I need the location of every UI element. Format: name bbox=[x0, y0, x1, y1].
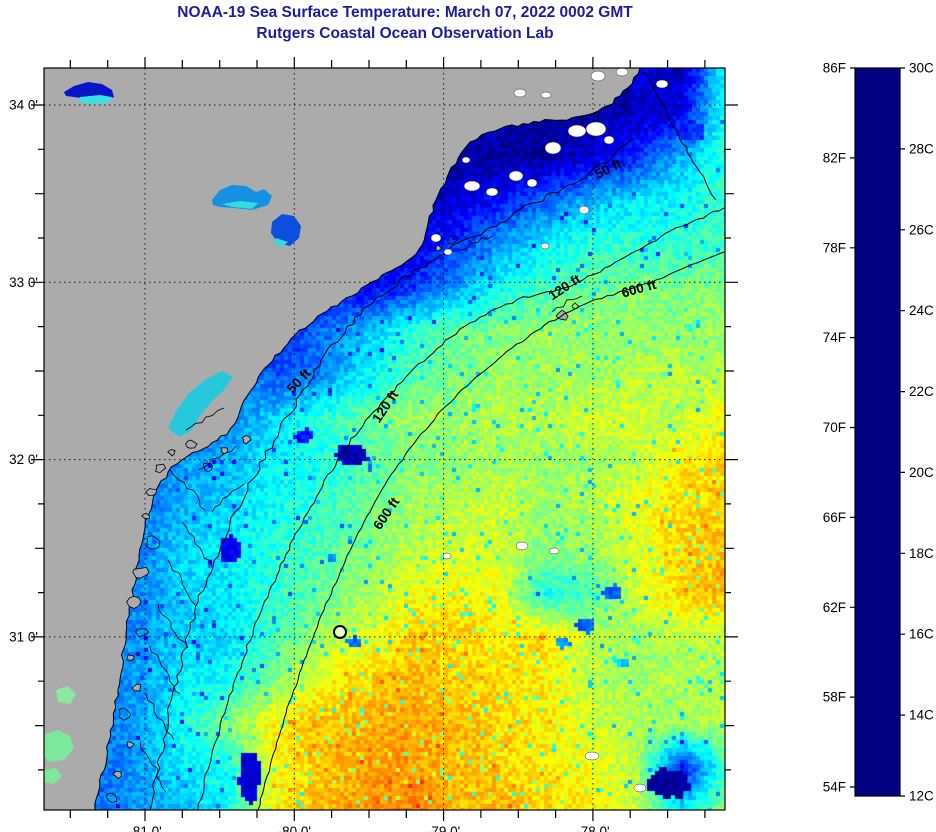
x-axis-labels: -81 0' -80 0' -79 0' -78 0' bbox=[128, 824, 609, 832]
lake-moultrie bbox=[271, 214, 301, 246]
cloud-patch bbox=[633, 783, 647, 793]
colorbar-f-label: 74F bbox=[823, 330, 846, 345]
x-tick-label: -80 0' bbox=[278, 824, 311, 832]
colorbar: 86F 82F 78F 74F 70F 66F 62F 58F 54F 30C 28C 26C 24C 2… bbox=[823, 61, 934, 804]
cloud-patch bbox=[513, 88, 527, 98]
contour-50ft-shoal bbox=[643, 71, 717, 201]
colorbar-ticks bbox=[850, 67, 905, 797]
cloud-patch bbox=[540, 242, 550, 250]
colorbar-c-label: 16C bbox=[909, 627, 934, 642]
cloud-patch bbox=[584, 751, 600, 761]
colorbar-f-label: 78F bbox=[823, 240, 846, 255]
lake-marion-fringe bbox=[222, 201, 258, 209]
colorbar-c-label: 18C bbox=[909, 546, 934, 561]
cloud-patch bbox=[548, 547, 560, 555]
cloud-patch bbox=[508, 170, 524, 182]
inland-water bbox=[44, 82, 301, 784]
x-tick-label: -81 0' bbox=[128, 824, 161, 832]
cloud-patch bbox=[461, 156, 471, 164]
colorbar-c-label: 22C bbox=[909, 384, 934, 399]
title-block: NOAA-19 Sea Surface Temperature: March 0… bbox=[30, 3, 780, 45]
depth-label: 600 ft bbox=[370, 494, 402, 532]
cloud-patch bbox=[603, 135, 615, 145]
cloud-patch bbox=[540, 91, 552, 99]
graticule-gridlines bbox=[44, 68, 725, 810]
depth-label: 50 ft. bbox=[593, 154, 628, 182]
contour-120ft bbox=[197, 207, 725, 811]
cloud-patch bbox=[485, 187, 499, 197]
cloud-patch bbox=[515, 541, 529, 551]
colorbar-c-label: 12C bbox=[909, 789, 934, 804]
land-green-1 bbox=[44, 730, 74, 762]
colorbar-f-label: 62F bbox=[823, 600, 846, 615]
land-green-3 bbox=[44, 768, 62, 784]
cloud-patch bbox=[590, 70, 606, 82]
colorbar-f-label: 82F bbox=[823, 150, 846, 165]
colorbar-c-label: 14C bbox=[909, 708, 934, 723]
cloud-patch bbox=[463, 180, 481, 192]
page-subtitle: Rutgers Coastal Ocean Observation Lab bbox=[256, 24, 554, 42]
cloud-patch bbox=[655, 79, 669, 89]
charleston-estuary bbox=[168, 371, 233, 437]
land-mass bbox=[43, 67, 641, 811]
cloud-patch bbox=[567, 124, 587, 138]
colorbar-c-label: 26C bbox=[909, 222, 934, 237]
cloud-mask-patches bbox=[430, 67, 669, 793]
cloud-patch bbox=[544, 141, 562, 155]
bathymetry-contours bbox=[149, 71, 725, 811]
cloud-patch bbox=[526, 178, 538, 188]
cloud-patch bbox=[578, 205, 590, 215]
colorbar-c-label: 28C bbox=[909, 141, 934, 156]
lake-moultrie-fringe bbox=[274, 238, 288, 247]
axis-frame bbox=[31, 57, 738, 821]
lake-upper-fringe bbox=[78, 95, 112, 104]
page-title: NOAA-19 Sea Surface Temperature: March 0… bbox=[177, 4, 633, 21]
depth-label: 50 ft bbox=[284, 365, 314, 396]
contour-600ft bbox=[257, 251, 725, 811]
y-tick-label: 31 0' bbox=[9, 629, 38, 644]
colorbar-f-label: 86F bbox=[823, 61, 846, 76]
colorbar-f-label: 66F bbox=[823, 510, 846, 525]
contour-50ft bbox=[149, 137, 635, 811]
cloud-patch bbox=[585, 121, 607, 137]
land-green-2 bbox=[56, 686, 76, 704]
colorbar-f-label: 54F bbox=[823, 780, 846, 795]
colorbar-c-label: 20C bbox=[909, 465, 934, 480]
x-tick-label: -79 0' bbox=[427, 824, 460, 832]
depth-label: 120 ft bbox=[369, 387, 401, 425]
y-tick-label: 34 0' bbox=[9, 98, 38, 113]
axis-ticks bbox=[31, 57, 738, 821]
colorbar-f-label: 58F bbox=[823, 690, 846, 705]
colorbar-c-label: 24C bbox=[909, 303, 934, 318]
colorbar-gradient bbox=[854, 67, 901, 797]
x-tick-label: -78 0' bbox=[576, 824, 609, 832]
cloud-patch bbox=[443, 248, 453, 256]
buoy-marker bbox=[333, 625, 347, 639]
cloud-patch bbox=[430, 233, 442, 243]
colorbar-f-label: 70F bbox=[823, 420, 846, 435]
cloud-patch bbox=[442, 552, 452, 560]
cloud-patch bbox=[615, 67, 629, 77]
depth-label: 600 ft bbox=[620, 277, 658, 301]
y-tick-label: 32 0' bbox=[9, 452, 38, 467]
colorbar-c-label: 30C bbox=[909, 61, 934, 76]
y-axis-labels: 34 0' 33 0' 32 0' 31 0' bbox=[9, 98, 38, 645]
depth-label: 120 ft bbox=[546, 271, 584, 303]
y-tick-label: 33 0' bbox=[9, 275, 38, 290]
